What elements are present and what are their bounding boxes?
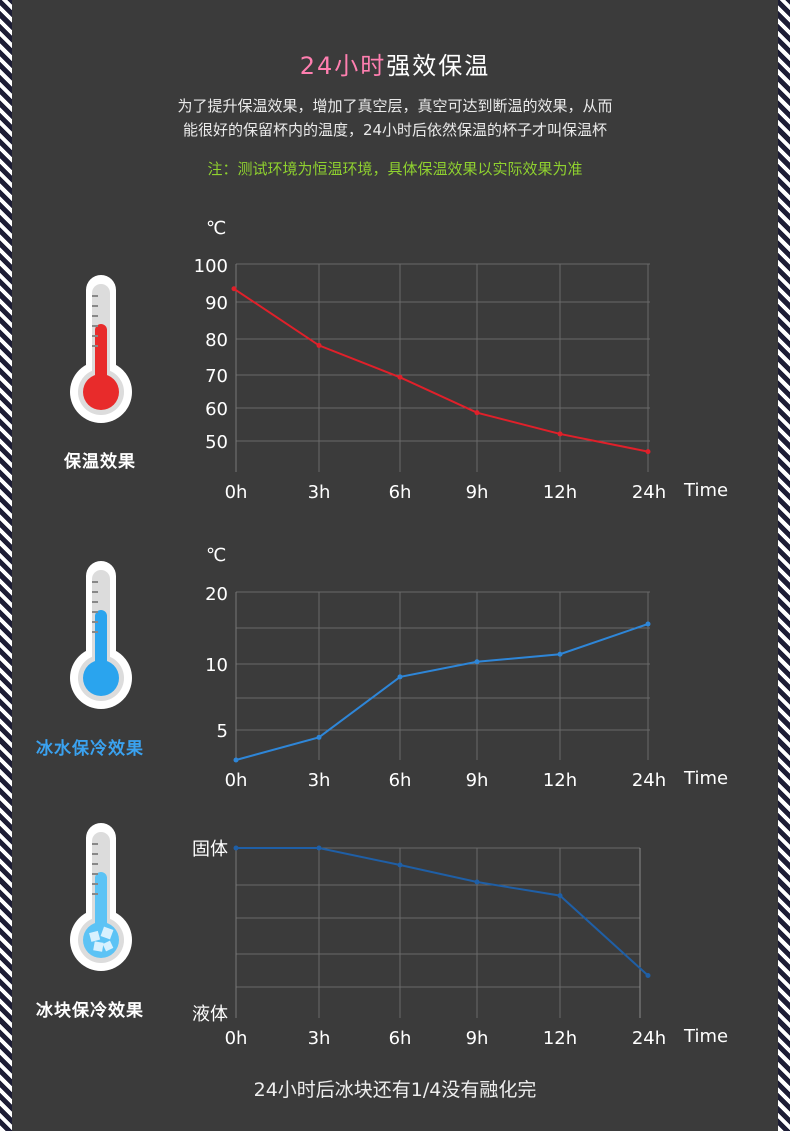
page-title: 24小时强效保温: [0, 46, 790, 81]
cold-x-tick-label: 12h: [543, 770, 577, 791]
cold-x-tick-label: 3h: [308, 770, 331, 791]
ice-x-tick-label: 0h: [225, 1028, 248, 1049]
thermometer-ice-icon: [70, 823, 132, 971]
hot-y-axis-unit: ℃: [206, 218, 226, 239]
cold-x-axis-label: Time: [683, 768, 728, 789]
caption-hot: 保温效果: [64, 452, 136, 472]
hot-y-tick-label: 100: [194, 256, 228, 277]
hot-x-tick-label: 6h: [389, 482, 412, 503]
ice-y-tick-label: 固体: [192, 839, 228, 860]
ice-x-tick-label: 12h: [543, 1028, 577, 1049]
cold-data-point: [233, 757, 239, 763]
hot-data-point: [231, 286, 237, 292]
hot-y-tick-label: 60: [205, 399, 228, 420]
ice-data-point: [645, 973, 651, 978]
cold-x-tick-label: 6h: [389, 770, 412, 791]
right-border-pattern: [778, 0, 790, 1131]
hot-x-tick-label: 24h: [632, 482, 666, 503]
hot-y-tick-label: 70: [205, 366, 228, 387]
cold-series-line: [235, 623, 649, 761]
hot-y-tick-label: 50: [205, 432, 228, 453]
caption-ice: 冰块保冷效果: [36, 1001, 144, 1021]
cold-y-tick-label: 20: [205, 584, 228, 605]
ice-x-tick-label: 9h: [466, 1028, 489, 1049]
ice-data-point: [557, 893, 563, 899]
cold-data-point: [397, 674, 403, 680]
hot-data-point: [474, 410, 480, 416]
ice-data-point: [397, 862, 403, 868]
hot-data-point: [557, 431, 563, 437]
ice-data-point: [316, 845, 322, 851]
cold-x-tick-label: 24h: [632, 770, 666, 791]
cold-data-point: [316, 734, 322, 740]
left-border-pattern: [0, 0, 12, 1131]
hot-data-point: [645, 449, 651, 455]
caption-cold: 冰水保冷效果: [36, 739, 144, 759]
title-rest: 强效保温: [386, 52, 491, 80]
title-highlight: 24小时: [299, 52, 387, 80]
hot-x-tick-label: 3h: [308, 482, 331, 503]
cold-data-point: [557, 651, 563, 657]
hot-data-point: [397, 374, 403, 380]
thermometer-hot-icon: [70, 275, 132, 423]
hot-y-tick-label: 90: [205, 293, 228, 314]
ice-data-point: [233, 845, 239, 851]
cold-data-point: [645, 621, 651, 627]
cold-data-point: [474, 659, 480, 665]
test-note: 注：测试环境为恒温环境，具体保温效果以实际效果为准: [207, 160, 583, 178]
cold-y-tick-label: 10: [205, 655, 228, 676]
ice-x-tick-label: 24h: [632, 1028, 666, 1049]
ice-x-tick-label: 6h: [389, 1028, 412, 1049]
ice-x-tick-label: 3h: [308, 1028, 331, 1049]
ice-series-line: [236, 847, 649, 977]
intro-line-2: 能很好的保留杯内的温度，24小时后依然保温的杯子才叫保温杯: [182, 121, 608, 139]
ice-y-tick-label: 液体: [192, 1004, 228, 1025]
hot-x-tick-label: 12h: [543, 482, 577, 503]
hot-series-line: [233, 287, 649, 453]
hot-data-point: [316, 342, 322, 348]
intro-line-1: 为了提升保温效果，增加了真空层，真空可达到断温的效果，从而: [177, 97, 613, 115]
cold-y-axis-unit: ℃: [206, 545, 226, 566]
hot-x-axis-label: Time: [683, 480, 728, 501]
ice-x-axis-label: Time: [683, 1026, 728, 1047]
cold-x-tick-label: 0h: [225, 770, 248, 791]
hot-x-tick-label: 0h: [225, 482, 248, 503]
cold-y-tick-label: 5: [217, 721, 228, 742]
thermometer-cold-icon: [70, 561, 132, 709]
intro-text: 为了提升保温效果，增加了真空层，真空可达到断温的效果，从而 能很好的保留杯内的温…: [0, 94, 790, 142]
ice-data-point: [474, 879, 480, 885]
footer-text: 24小时后冰块还有1/4没有融化完: [253, 1079, 537, 1101]
hot-x-tick-label: 9h: [466, 482, 489, 503]
cold-x-tick-label: 9h: [466, 770, 489, 791]
hot-y-tick-label: 80: [205, 330, 228, 351]
